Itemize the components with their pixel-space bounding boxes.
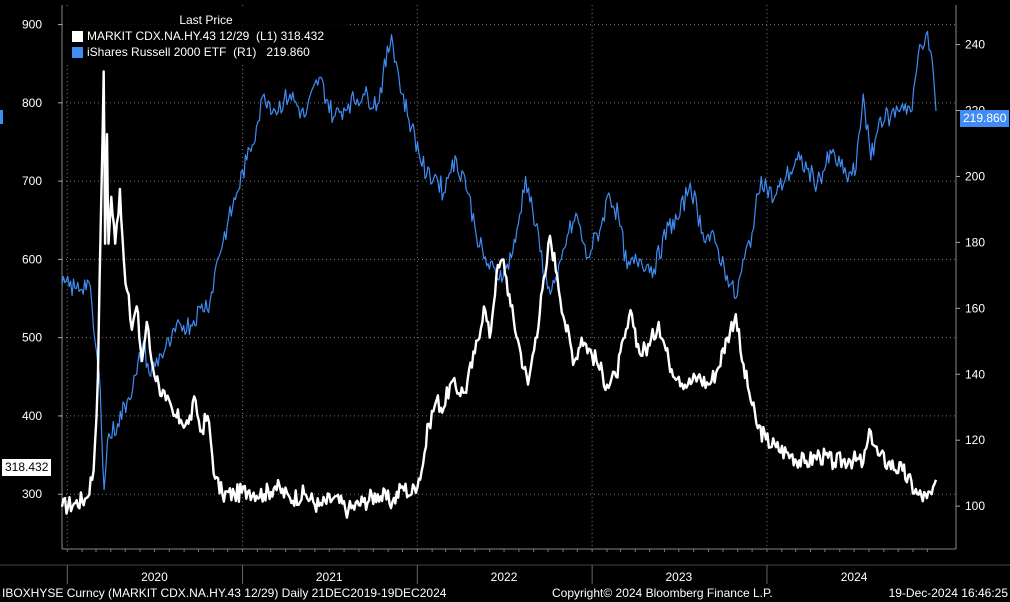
legend-entry-iwm: iShares Russell 2000 ETF (R1) 219.860 (64, 44, 348, 60)
left-tick-label-800: 800 (22, 96, 42, 110)
right-tick-label-240: 240 (965, 38, 985, 52)
year-label-2024: 2024 (841, 570, 868, 584)
left-tick-label-600: 600 (22, 252, 42, 266)
legend-label-cdx: MARKIT CDX.NA.HY.43 12/29 (L1) (87, 29, 278, 43)
left-axis-blue-marker (0, 110, 3, 124)
right-tick-label-120: 120 (965, 433, 985, 447)
right-tick-label-140: 140 (965, 367, 985, 381)
year-label-2022: 2022 (491, 570, 518, 584)
grid-lines (62, 5, 956, 549)
legend-swatch-iwm (72, 46, 83, 58)
footer: IBOXHYSE Curncy (MARKIT CDX.NA.HY.43 12/… (0, 584, 1010, 602)
right-tick-label-100: 100 (965, 499, 985, 513)
legend-value-iwm: 219.860 (266, 45, 310, 59)
footer-timestamp: 19-Dec-2024 16:46:25 (888, 586, 1008, 600)
left-tick-label-500: 500 (22, 331, 42, 345)
legend-title: Last Price (179, 13, 233, 27)
right-tick-label-200: 200 (965, 169, 985, 183)
axes: 300 400 500 600 700 800 900 100 120 140 160 180 200 2… (0, 5, 1010, 584)
legend-value-cdx: 318.432 (280, 29, 325, 43)
last-value-label-right: 219.860 (960, 110, 1010, 127)
year-label-2023: 2023 (665, 570, 692, 584)
series-line-cdx (60, 70, 938, 519)
legend-label-iwm: iShares Russell 2000 ETF (R1) (87, 45, 257, 59)
left-tick-label-900: 900 (22, 18, 42, 32)
right-tick-label-180: 180 (965, 235, 985, 249)
left-tick-label-700: 700 (22, 174, 42, 188)
footer-security: IBOXHYSE Curncy (MARKIT CDX.NA.HY.43 12/… (2, 586, 447, 600)
legend-entry-cdx: MARKIT CDX.NA.HY.43 12/29 (L1) 318.432 (64, 28, 348, 44)
left-tick-label-400: 400 (22, 409, 42, 423)
last-value-label-left: 318.432 (2, 459, 52, 476)
year-label-2021: 2021 (316, 570, 343, 584)
series-line-iwm (61, 30, 937, 491)
left-tick-label-300: 300 (22, 487, 42, 501)
legend-swatch-cdx (72, 30, 83, 42)
right-tick-label-160: 160 (965, 301, 985, 315)
series-layer (60, 30, 938, 519)
legend: Last Price MARKIT CDX.NA.HY.43 12/29 (L1… (64, 8, 348, 62)
footer-copyright: Copyright© 2024 Bloomberg Finance L.P. (552, 586, 773, 600)
year-label-2020: 2020 (141, 570, 168, 584)
